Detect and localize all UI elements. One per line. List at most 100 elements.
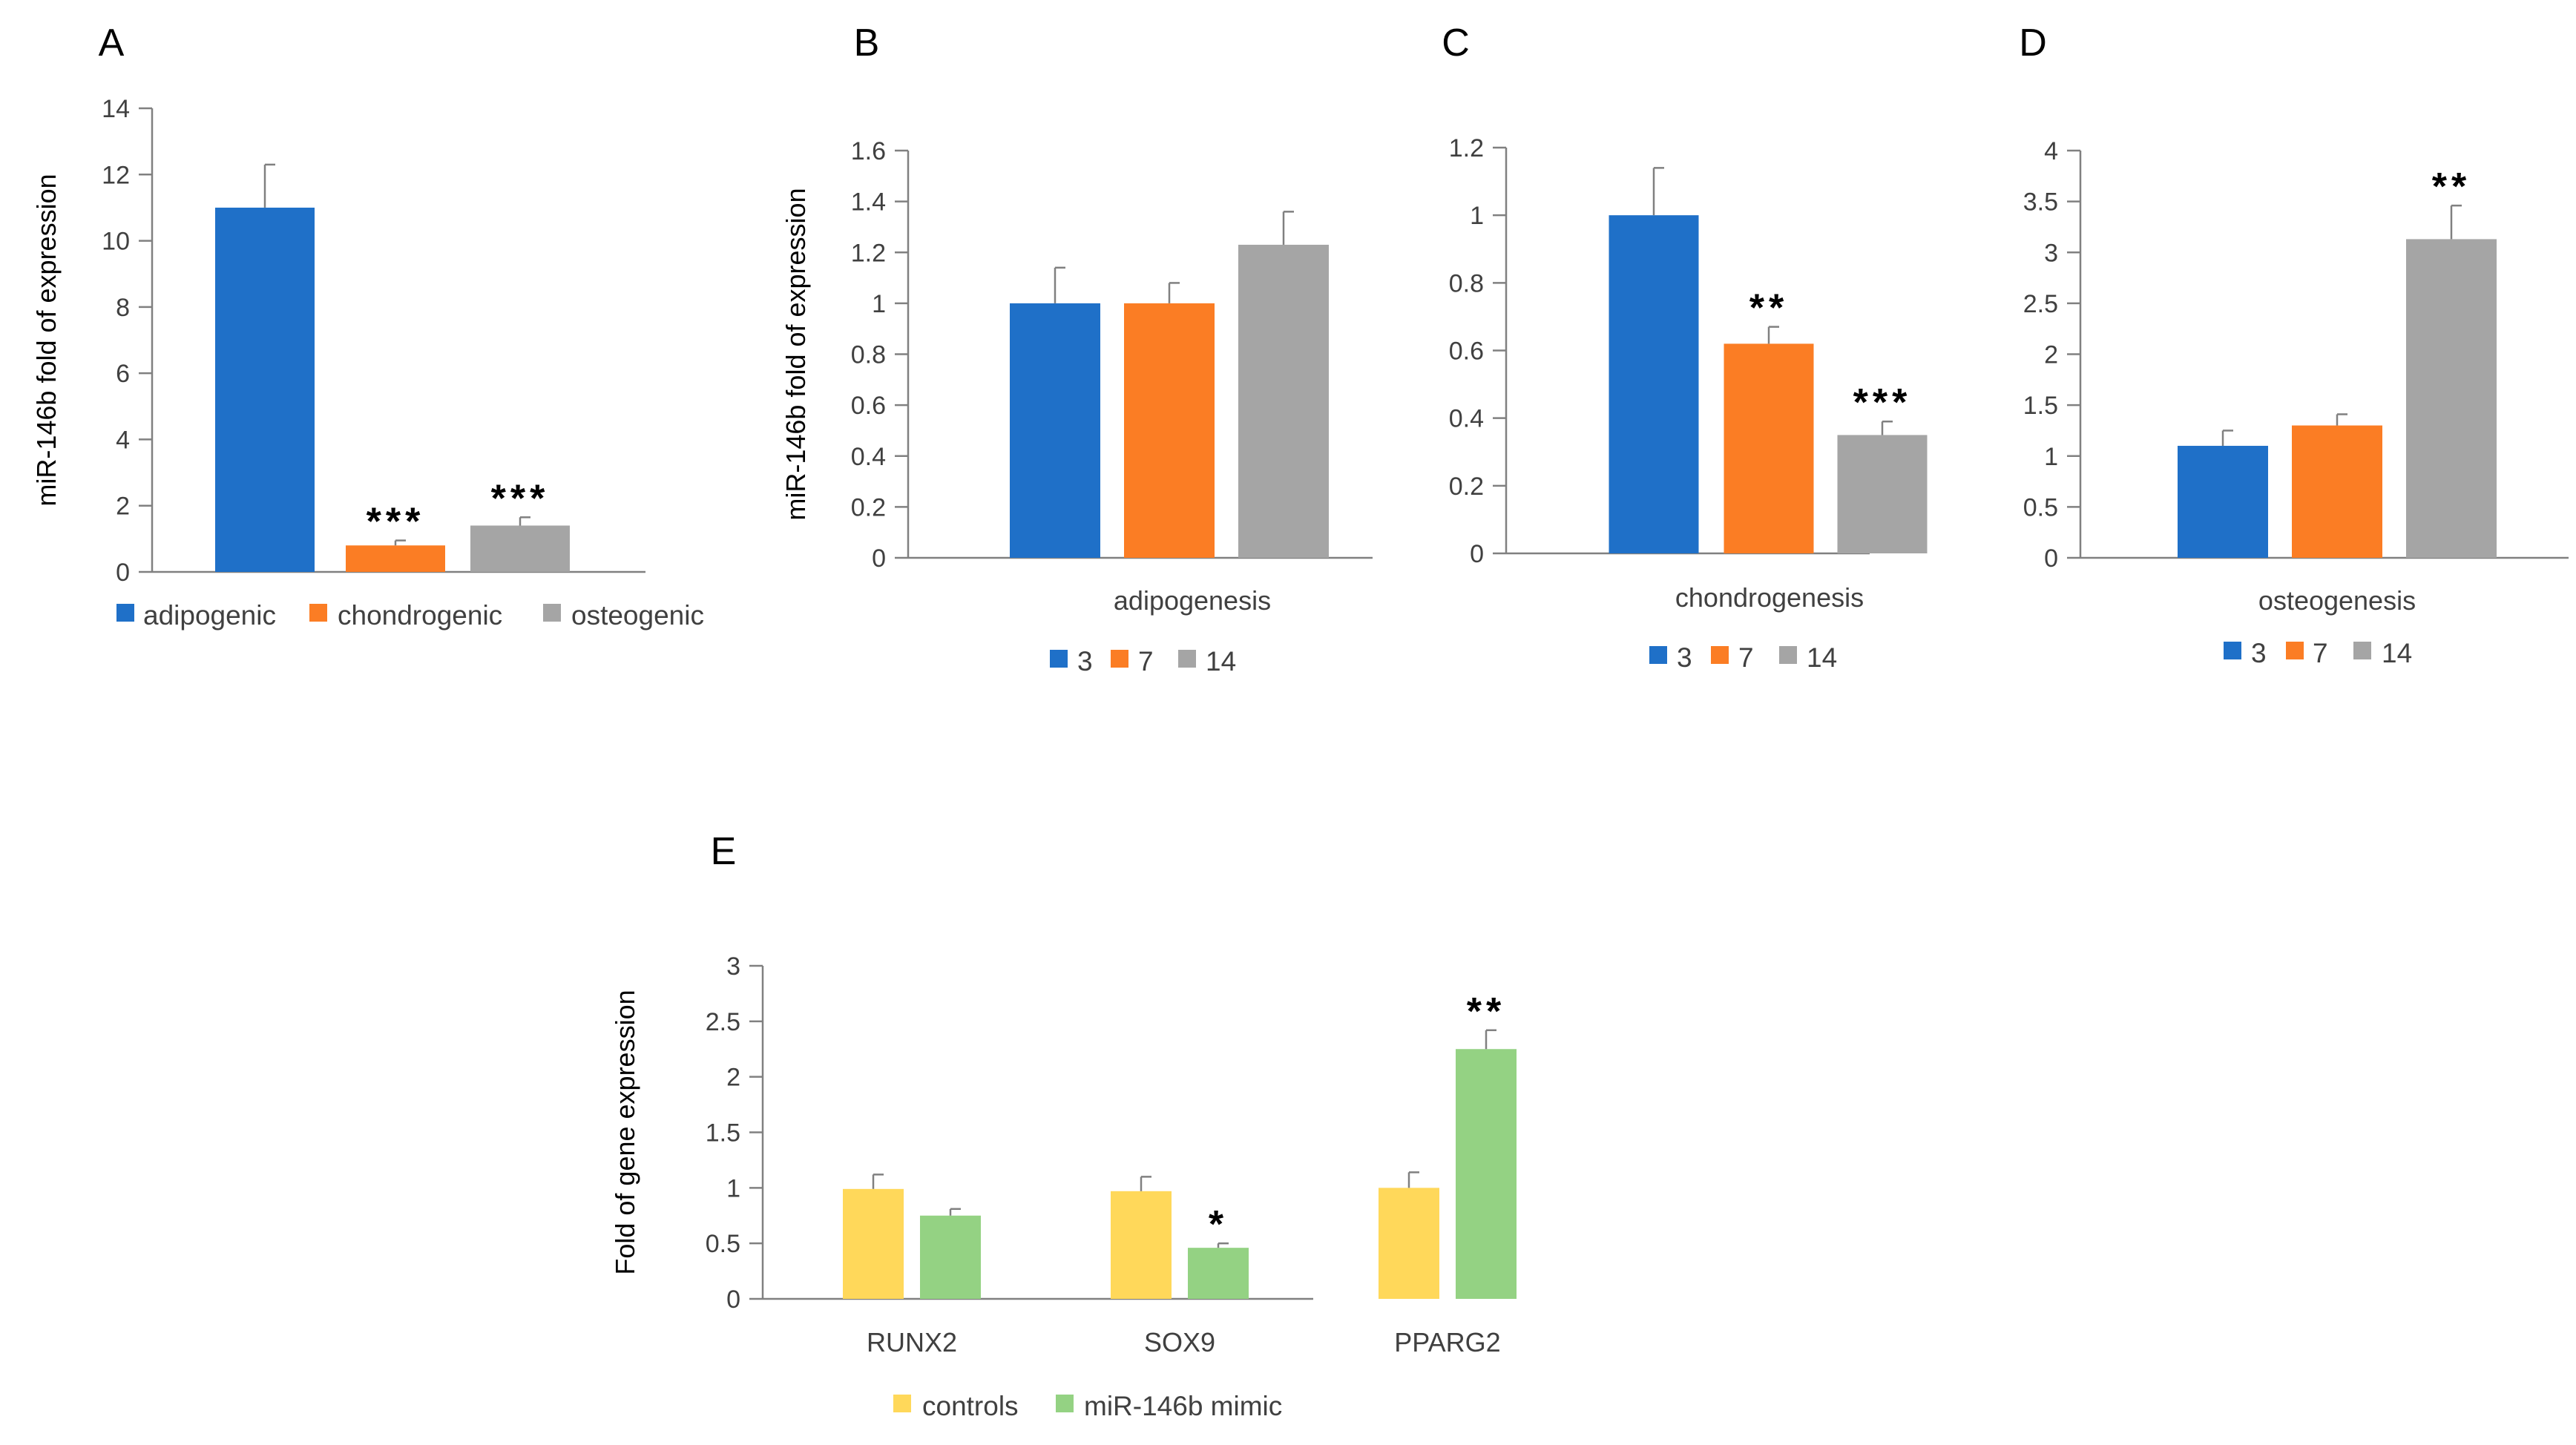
panel-letter: D <box>2019 22 2047 65</box>
y-axis-label: miR-146b fold of expression <box>31 174 62 506</box>
y-tick-label: 3.5 <box>2023 188 2058 217</box>
legend-entry: 7 <box>1738 642 1754 673</box>
legend-swatch <box>893 1395 911 1412</box>
significance-marker: ** <box>1749 287 1788 330</box>
y-tick-label: 0.6 <box>1449 338 1484 366</box>
bar <box>1188 1248 1249 1299</box>
chart-panel-b: B 0 0.2 0.4 0.6 0.8 1 1.2 1.4 1.6 miR-146b fold of… <box>781 22 1373 677</box>
bar <box>1609 215 1699 553</box>
category-label: adipogenesis <box>1114 585 1271 616</box>
y-tick-label: 0.4 <box>1449 405 1484 433</box>
y-tick-label: 0 <box>726 1286 740 1314</box>
legend-entry: 14 <box>1807 642 1837 673</box>
legend-entry: adipogenic <box>143 600 276 631</box>
y-tick-label: 0.5 <box>706 1230 740 1258</box>
bar <box>470 525 570 572</box>
y-tick-label: 3 <box>726 952 740 981</box>
legend-entry: chondrogenic <box>338 600 502 631</box>
y-tick-label: 2 <box>116 493 130 521</box>
legend-entry: miR-146b mimic <box>1084 1391 1282 1421</box>
legend-swatch <box>543 604 561 622</box>
panel-letter: A <box>99 22 125 65</box>
category-label: SOX9 <box>1144 1327 1215 1357</box>
bar <box>1456 1049 1517 1299</box>
legend-entry: 7 <box>1138 646 1154 677</box>
legend-swatch <box>2224 642 2241 659</box>
y-tick-label: 1 <box>2044 443 2058 471</box>
y-tick-label: 2.5 <box>2023 290 2058 318</box>
legend-swatch <box>1649 646 1667 664</box>
category-label: chondrogenesis <box>1675 582 1864 613</box>
legend-entry: 3 <box>2251 638 2267 668</box>
legend-swatch <box>2353 642 2371 659</box>
legend-swatch <box>1056 1395 1074 1412</box>
legend-entry: 14 <box>1206 646 1236 677</box>
legend-entry: 7 <box>2313 638 2328 668</box>
y-axis-label: Fold of gene expression <box>610 990 640 1274</box>
chart-panel-a: A 0 2 4 6 8 10 12 14 miR-146b fold of expression *… <box>31 22 704 631</box>
bar <box>1111 1191 1172 1299</box>
legend-swatch <box>309 604 327 622</box>
y-tick-label: 4 <box>2044 137 2058 165</box>
panel-letter: C <box>1442 22 1470 65</box>
bar <box>2178 446 2268 558</box>
legend-swatch <box>1711 646 1729 664</box>
bar <box>346 545 445 572</box>
y-tick-label: 0 <box>1470 540 1484 568</box>
y-tick-label: 3 <box>2044 239 2058 267</box>
y-tick-label: 0.6 <box>851 392 886 420</box>
bar <box>1724 343 1814 553</box>
y-tick-label: 2 <box>726 1064 740 1092</box>
legend-swatch <box>116 604 134 622</box>
significance-marker: *** <box>367 501 425 544</box>
y-tick-label: 1.2 <box>851 239 886 267</box>
bar <box>1379 1188 1439 1299</box>
legend-swatch <box>2286 642 2304 659</box>
y-tick-label: 1 <box>872 290 886 318</box>
legend-entry: controls <box>922 1391 1019 1421</box>
chart-panel-d: D 0 0.5 1 1.5 2 2.5 3 3.5 4 ** osteogenesis 3 7 14 <box>2019 22 2569 668</box>
legend-swatch <box>1779 646 1797 664</box>
legend-swatch <box>1111 650 1128 668</box>
category-label: PPARG2 <box>1394 1327 1500 1357</box>
y-tick-label: 0.2 <box>851 493 886 521</box>
y-tick-label: 2.5 <box>706 1008 740 1036</box>
legend-entry: 14 <box>2382 638 2412 668</box>
y-tick-label: 10 <box>102 228 130 256</box>
bar <box>920 1215 981 1299</box>
bar <box>215 207 315 572</box>
y-tick-label: 12 <box>102 161 130 189</box>
y-tick-label: 0.8 <box>1449 269 1484 297</box>
y-tick-label: 6 <box>116 360 130 388</box>
bar <box>1238 244 1329 558</box>
significance-marker: * <box>1209 1203 1228 1246</box>
y-tick-label: 1.5 <box>2023 392 2058 420</box>
significance-marker: *** <box>1853 381 1912 424</box>
y-tick-label: 0.2 <box>1449 473 1484 501</box>
legend-swatch <box>1178 650 1196 668</box>
y-tick-label: 1.2 <box>1449 134 1484 162</box>
significance-marker: ** <box>2432 165 2471 208</box>
bar <box>2292 425 2382 558</box>
y-tick-label: 8 <box>116 294 130 322</box>
y-tick-label: 1.4 <box>851 188 886 217</box>
panel-letter: B <box>854 22 880 65</box>
y-tick-label: 0 <box>872 544 886 573</box>
category-label: RUNX2 <box>867 1327 957 1357</box>
y-tick-label: 0 <box>116 559 130 587</box>
legend-entry: 3 <box>1077 646 1093 677</box>
bar <box>843 1188 904 1299</box>
bar <box>1010 303 1100 558</box>
y-tick-label: 1.6 <box>851 137 886 165</box>
significance-marker: ** <box>1467 990 1505 1033</box>
y-axis-label: miR-146b fold of expression <box>781 188 811 520</box>
legend-entry: 3 <box>1677 642 1692 673</box>
y-tick-label: 0.5 <box>2023 493 2058 521</box>
significance-marker: *** <box>491 477 550 520</box>
y-tick-label: 2 <box>2044 341 2058 369</box>
category-label: osteogenesis <box>2258 585 2416 616</box>
y-tick-label: 1 <box>1470 202 1484 230</box>
panel-letter: E <box>711 830 737 873</box>
